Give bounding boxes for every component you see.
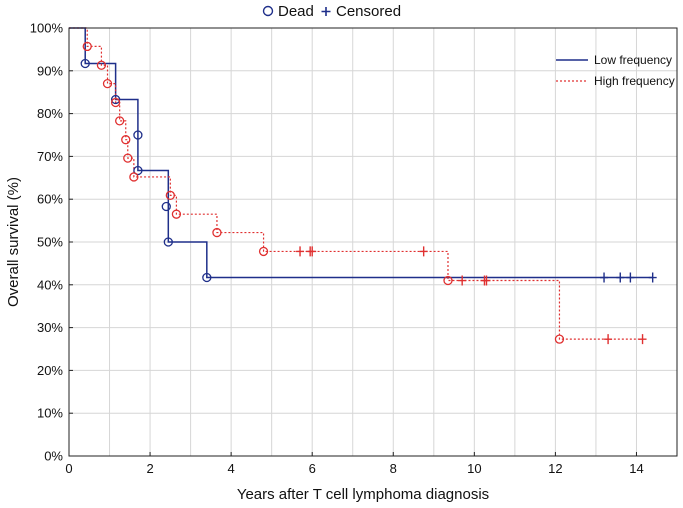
- x-tick-label: 6: [309, 461, 316, 476]
- y-tick-label: 40%: [37, 277, 63, 292]
- high-frequency-censored-marker: [296, 246, 305, 257]
- high-frequency-censored-marker: [604, 334, 613, 345]
- high-frequency-censored-marker: [638, 334, 647, 345]
- high-frequency-dead-marker: [258, 246, 269, 257]
- low-frequency-dead-marker: [80, 58, 90, 69]
- low-frequency-dead-marker: [110, 94, 121, 105]
- x-tick-label: 0: [65, 461, 72, 476]
- high-frequency-dead-marker: [96, 60, 107, 70]
- high-frequency-dead-marker: [110, 97, 121, 108]
- legend-low-frequency-label: Low frequency: [594, 53, 672, 67]
- high-frequency-censored-marker: [458, 275, 467, 286]
- high-frequency-dead-marker: [115, 116, 125, 126]
- high-frequency-dead-marker: [165, 190, 175, 200]
- series-legend: Low frequency High frequency: [556, 53, 675, 88]
- high-frequency-curve: [69, 27, 643, 340]
- low-frequency-censored-marker: [600, 272, 609, 283]
- legend-dead-label: Dead: [278, 3, 314, 20]
- y-tick-label: 50%: [37, 235, 63, 250]
- y-tick-label: 10%: [37, 406, 63, 421]
- y-axis-title: Overall survival (%): [5, 177, 22, 307]
- survival-curves: [69, 27, 653, 340]
- high-frequency-dead-marker: [102, 78, 113, 89]
- plot-frame: [68, 27, 678, 457]
- grid: [69, 28, 677, 456]
- x-axis-title: Years after T cell lymphoma diagnosis: [237, 486, 489, 503]
- censored-symbol-icon: [321, 7, 331, 16]
- low-frequency-dead-marker: [133, 130, 143, 140]
- x-tick-label: 8: [390, 461, 397, 476]
- x-tick-label: 10: [467, 461, 481, 476]
- legend-censored-label: Censored: [336, 3, 401, 20]
- y-tick-label: 20%: [37, 363, 63, 378]
- low-frequency-dead-marker: [163, 237, 173, 247]
- y-tick-label: 100%: [30, 21, 64, 36]
- dead-symbol-icon: [262, 5, 274, 17]
- low-frequency-curve: [69, 27, 653, 279]
- y-tick-label: 30%: [37, 320, 63, 335]
- high-frequency-censored-marker: [308, 246, 317, 257]
- high-frequency-dead-marker: [121, 135, 131, 145]
- y-tick-label: 80%: [37, 106, 63, 121]
- high-frequency-censored-marker: [482, 275, 491, 286]
- low-frequency-censored-marker: [648, 272, 657, 283]
- high-frequency-dead-marker: [123, 153, 133, 163]
- low-frequency-dead-marker: [202, 272, 212, 283]
- high-frequency-dead-marker: [443, 275, 453, 286]
- x-tick-label: 4: [228, 461, 235, 476]
- high-frequency-dead-marker: [554, 334, 565, 344]
- x-tick-label: 12: [548, 461, 562, 476]
- high-frequency-dead-marker: [171, 209, 182, 219]
- x-tick-label: 2: [146, 461, 153, 476]
- marker-legend: Dead Censored: [262, 3, 401, 20]
- high-frequency-dead-marker: [212, 227, 222, 238]
- low-frequency-censored-marker: [616, 272, 625, 283]
- low-frequency-dead-marker: [133, 165, 143, 176]
- y-tick-label: 0%: [44, 449, 63, 464]
- low-frequency-dead-marker: [161, 201, 171, 212]
- high-frequency-dead-marker: [129, 172, 139, 182]
- high-frequency-censored-marker: [419, 246, 428, 257]
- y-tick-label: 70%: [37, 149, 63, 164]
- low-frequency-censored-marker: [626, 272, 635, 283]
- x-tick-label: 14: [629, 461, 643, 476]
- high-frequency-dead-marker: [82, 41, 92, 52]
- y-tick-label: 90%: [37, 63, 63, 78]
- y-tick-label: 60%: [37, 192, 63, 207]
- tick-labels: 0% 10% 20% 30% 40% 50% 60% 70% 80% 90% 100% 0 2 4 6 8 10…: [30, 21, 644, 477]
- legend-high-frequency-label: High frequency: [594, 74, 675, 88]
- survival-markers: [80, 41, 657, 345]
